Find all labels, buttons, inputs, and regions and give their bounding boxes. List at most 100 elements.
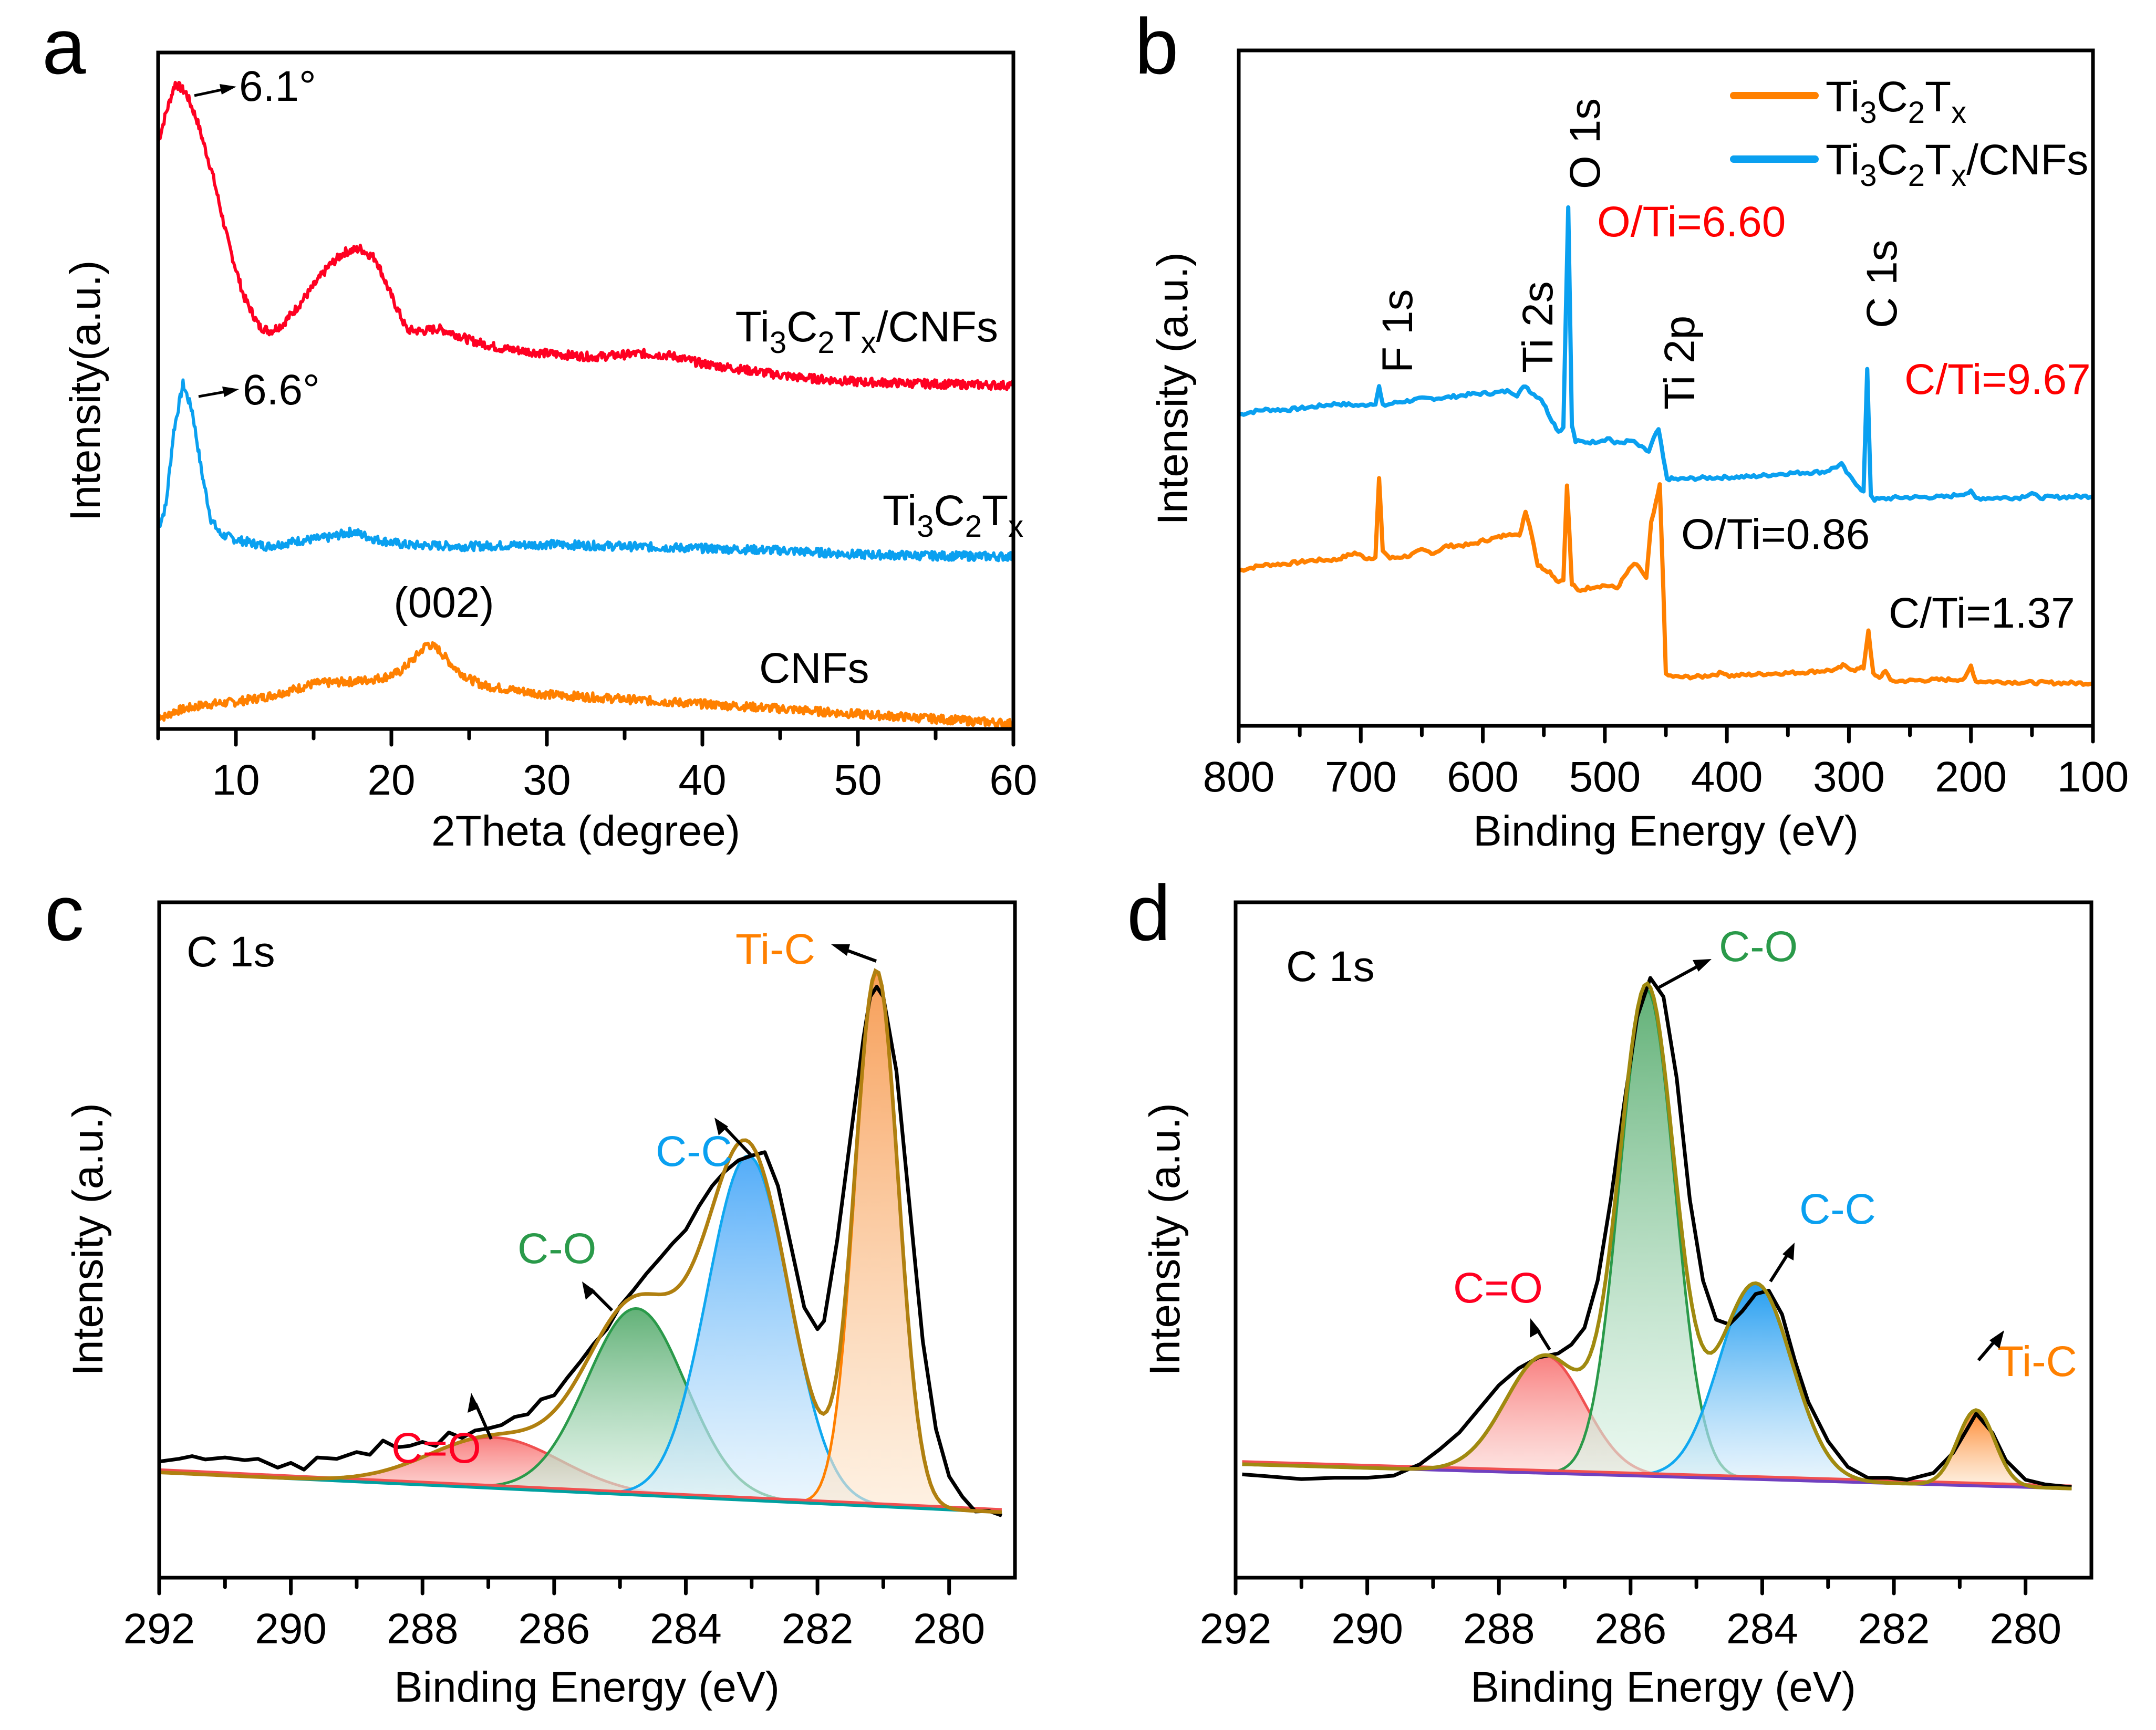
label-002: (002): [393, 579, 494, 627]
series-label-ti3c2tx: Ti3C2Tx: [883, 487, 1023, 544]
x-tick-label: 300: [1813, 753, 1885, 801]
component-labels-d: C=O C-O C-C Ti-C: [1453, 923, 2077, 1385]
peak-label-ti2s: Ti 2s: [1514, 281, 1562, 373]
x-tick-label: 700: [1325, 753, 1397, 801]
peak-label-c1s: C 1s: [1858, 239, 1906, 328]
component-fill-c-c: [159, 1155, 1002, 1513]
x-tick-label: 400: [1691, 753, 1763, 801]
y-axis-title-a: Intensity(a.u.): [61, 260, 109, 522]
x-tick-label: 280: [913, 1605, 985, 1653]
series-label-ti3c2tx-cnfs: Ti3C2Tx/CNFs: [735, 303, 998, 360]
x-tick-label: 10: [212, 756, 260, 804]
x-tick-label: 282: [782, 1605, 854, 1653]
arrow-head-icon: [220, 84, 236, 95]
x-tick-label: 280: [1989, 1605, 2061, 1653]
x-tick-label: 20: [367, 756, 415, 804]
panel-letter-d: d: [1127, 869, 1170, 957]
x-tick-label: 288: [387, 1605, 459, 1653]
label-ti-c: Ti-C: [1997, 1338, 2077, 1385]
peak-label-ti2p: Ti 2p: [1656, 316, 1704, 410]
baseline-line-overlay: [159, 1468, 1002, 1511]
ratio-o-ti-cnfs: O/Ti=6.60: [1597, 198, 1786, 246]
panel-c-c1s-ti3c2tx: c 292 290 288 286 284 282 280 Binding Energy (…: [45, 869, 1017, 1711]
annotation-6.1: 6.1°: [194, 62, 316, 110]
arrow-c-c-icon: [1769, 1243, 1795, 1283]
component-fill-c-o: [159, 1308, 1002, 1513]
arrow-ti-c-icon: [1977, 1330, 2004, 1361]
legend-label-ti3c2tx-cnfs: Ti3C2Tx/CNFs: [1826, 136, 2088, 193]
label-c-eq-o: C=O: [1453, 1264, 1543, 1312]
series-line-cnfs: [157, 641, 1015, 729]
series-line-ti3c2tx-cnfs: [157, 80, 1015, 391]
series-line-ti3c2tx: [1238, 476, 2093, 687]
fit-envelope-line: [159, 968, 1002, 1514]
x-tick-label: 60: [989, 756, 1037, 804]
series-line-ti3c2tx-cnfs: [1238, 205, 2094, 503]
peak-label-o1s: O 1s: [1561, 98, 1609, 189]
label-6.6-degree: 6.6°: [243, 366, 320, 414]
x-tick-label: 800: [1203, 753, 1275, 801]
component-fill-c-o: [1242, 989, 2072, 1489]
x-axis-title-c: Binding Energy (eV): [394, 1663, 780, 1711]
y-axis-title-c: Intensity (a.u.): [64, 1103, 112, 1376]
x-tick-label: 290: [255, 1605, 327, 1653]
x-tick-label: 500: [1569, 753, 1641, 801]
x-axis-title-d: Binding Energy (eV): [1470, 1663, 1856, 1711]
x-tick-label: 286: [1594, 1605, 1666, 1653]
ratio-o-ti: O/Ti=0.86: [1681, 510, 1870, 558]
x-tick-label: 284: [650, 1605, 722, 1653]
arrow-ti-c-icon: [831, 944, 877, 963]
x-tick-label: 200: [1935, 753, 2007, 801]
x-tick-label: 600: [1447, 753, 1519, 801]
arrow-c-c-icon: [714, 1118, 753, 1157]
y-axis-title-b: Intensity (a.u.): [1149, 252, 1197, 525]
axes-frame-d: [1234, 900, 2093, 1580]
label-ti-c: Ti-C: [735, 925, 815, 973]
annotation-6.6: 6.6°: [198, 366, 320, 414]
x-axis-title-a: 2Theta (degree): [431, 807, 740, 855]
arrow-head-icon: [222, 387, 239, 397]
x-ticks-b: 800 700 600 500 400 300 200 100: [1203, 724, 2129, 801]
x-tick-label: 50: [834, 756, 882, 804]
panel-letter-a: a: [42, 2, 86, 90]
x-ticks-d: 292 290 288 286 284 282 280: [1200, 1576, 2061, 1653]
label-c-c: C-C: [656, 1128, 732, 1175]
component-fill-ti-c: [159, 973, 1002, 1513]
x-tick-label: 282: [1858, 1605, 1930, 1653]
panel-d-c1s-ti3c2tx-cnfs: d 292 290 288 286 284 282 280 Binding Energy (…: [1127, 869, 2093, 1711]
x-tick-label: 286: [518, 1605, 590, 1653]
plot-area-b: [1238, 205, 2094, 687]
ratio-c-ti: C/Ti=1.37: [1889, 589, 2075, 637]
x-tick-label: 288: [1463, 1605, 1535, 1653]
axes-frame-a: [156, 50, 1015, 731]
x-tick-label: 290: [1331, 1605, 1403, 1653]
x-ticks-c: 292 290 288 286 284 282 280: [123, 1576, 985, 1653]
legend-b: Ti3C2Tx Ti3C2Tx/CNFs: [1730, 73, 2088, 193]
inner-title-d: C 1s: [1286, 943, 1375, 991]
panel-letter-c: c: [45, 869, 84, 957]
arrow-c-o-icon: [582, 1281, 614, 1312]
axes-frame-c: [157, 900, 1017, 1580]
component-labels-c: C=O C-O C-C Ti-C: [391, 925, 877, 1472]
plot-area-c: [159, 968, 1003, 1517]
inner-title-c: C 1s: [186, 928, 275, 976]
x-axis-title-b: Binding Energy (eV): [1473, 807, 1859, 855]
panel-b-xps-survey: b 800 700 600 500 400 300 200 100 Binding Energ…: [1135, 2, 2129, 855]
x-tick-label: 100: [2057, 753, 2129, 801]
peak-label-f1s: F 1s: [1374, 289, 1422, 373]
panel-letter-b: b: [1135, 2, 1178, 90]
x-tick-label: 292: [1200, 1605, 1272, 1653]
component-fill-ti-c: [1242, 1410, 2072, 1489]
plot-area-d: [1242, 976, 2072, 1491]
raw-data-line: [1242, 976, 2072, 1489]
arrow-c-eq-o-icon: [468, 1393, 493, 1440]
x-tick-label: 284: [1726, 1605, 1798, 1653]
x-tick-label: 292: [123, 1605, 195, 1653]
label-c-eq-o: C=O: [391, 1424, 481, 1472]
baseline-line-overlay: [1242, 1460, 2072, 1487]
x-tick-label: 40: [678, 756, 726, 804]
label-6.1-degree: 6.1°: [239, 62, 316, 110]
x-tick-label: 30: [523, 756, 571, 804]
arrow-c-eq-o-icon: [1530, 1318, 1551, 1351]
